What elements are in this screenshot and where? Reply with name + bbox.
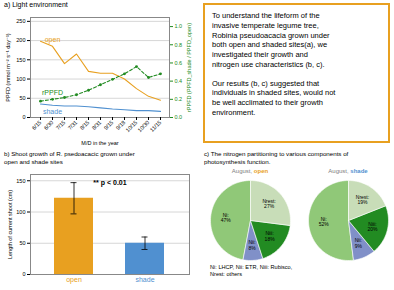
svg-text:0.6: 0.6 xyxy=(175,60,183,66)
svg-text:PPFD (mmol m⁻² s⁻¹ day⁻¹): PPFD (mmol m⁻² s⁻¹ day⁻¹) xyxy=(5,33,11,101)
svg-text:250: 250 xyxy=(16,18,25,24)
html-text:To understand the lifeform of: To understand the lifeform of the invasi… xyxy=(212,11,330,69)
svg-text:6/30: 6/30 xyxy=(43,119,55,131)
svg-text:0.2: 0.2 xyxy=(175,96,183,102)
svg-text:Niii:20%: Niii:20% xyxy=(368,221,379,232)
svg-text:open: open xyxy=(66,276,82,284)
svg-text:50: 50 xyxy=(19,240,25,246)
svg-text:Nrest:27%: Nrest:27% xyxy=(262,198,275,209)
html-text:August, open: August, open xyxy=(231,168,269,174)
svg-text:10/30: 10/30 xyxy=(136,119,150,133)
svg-text:9/15: 9/15 xyxy=(103,119,115,131)
svg-text:100: 100 xyxy=(16,76,25,82)
svg-text:0: 0 xyxy=(22,271,25,277)
svg-text:Niii:18%: Niii:18% xyxy=(265,230,276,241)
svg-text:8/15: 8/15 xyxy=(79,119,91,131)
svg-text:7/31: 7/31 xyxy=(67,119,79,131)
svg-text:Nii:9%: Nii:9% xyxy=(355,237,363,248)
html-text:August, shade: August, shade xyxy=(328,168,368,174)
svg-text:0.8: 0.8 xyxy=(175,42,183,48)
svg-text:11/15: 11/15 xyxy=(149,119,163,133)
svg-text:6/15: 6/15 xyxy=(31,119,43,131)
svg-text:M/D in the year: M/D in the year xyxy=(81,140,118,146)
svg-text:0.4: 0.4 xyxy=(175,78,183,84)
svg-text:1.0: 1.0 xyxy=(175,23,183,29)
svg-text:0: 0 xyxy=(22,114,25,120)
svg-text:200: 200 xyxy=(16,37,25,43)
svg-text:Nii:8%: Nii:8% xyxy=(248,239,256,250)
svg-text:rPPFD: rPPFD xyxy=(42,89,63,96)
svg-text:Ni:47%: Ni:47% xyxy=(221,212,232,223)
svg-text:150: 150 xyxy=(16,57,25,63)
svg-text:Ni:52%: Ni:52% xyxy=(319,216,330,227)
svg-text:open: open xyxy=(45,36,61,44)
svg-text:Length of current shoot (cm): Length of current shoot (cm) xyxy=(7,190,13,259)
svg-text:rPPFD (PPFD_shade / PPFD_open): rPPFD (PPFD_shade / PPFD_open) xyxy=(186,23,192,112)
svg-text:9/18: 9/18 xyxy=(114,119,127,131)
svg-text:Nrest:19%: Nrest:19% xyxy=(356,194,369,205)
svg-text:8/31: 8/31 xyxy=(91,119,103,131)
html-text:a) Light environment: a) Light environment xyxy=(4,1,68,8)
svg-text:shade: shade xyxy=(135,276,154,283)
html-text:c) The nitrogen partitioning t: c) The nitrogen partitioning to various … xyxy=(204,150,349,166)
svg-text:7/15: 7/15 xyxy=(55,119,67,131)
html-text:Our results (b, c) suggested t: Our results (b, c) suggested that indivi… xyxy=(212,78,336,117)
svg-text:0.0: 0.0 xyxy=(175,114,183,120)
html-text:Ni: LHCP, Nii: ETR, Niii: Rubi: Ni: LHCP, Nii: ETR, Niii: Rubisco, Nrest… xyxy=(210,264,293,278)
html-text:b) Shoot growth of R. psedoaca: b) Shoot growth of R. psedoacacic grown … xyxy=(4,150,135,166)
svg-text:shade: shade xyxy=(43,108,62,115)
svg-text:10/15: 10/15 xyxy=(124,119,138,133)
svg-text:150: 150 xyxy=(16,178,25,184)
svg-text:** p < 0.01: ** p < 0.01 xyxy=(93,179,126,187)
svg-text:100: 100 xyxy=(16,209,25,215)
svg-text:50: 50 xyxy=(19,95,25,101)
